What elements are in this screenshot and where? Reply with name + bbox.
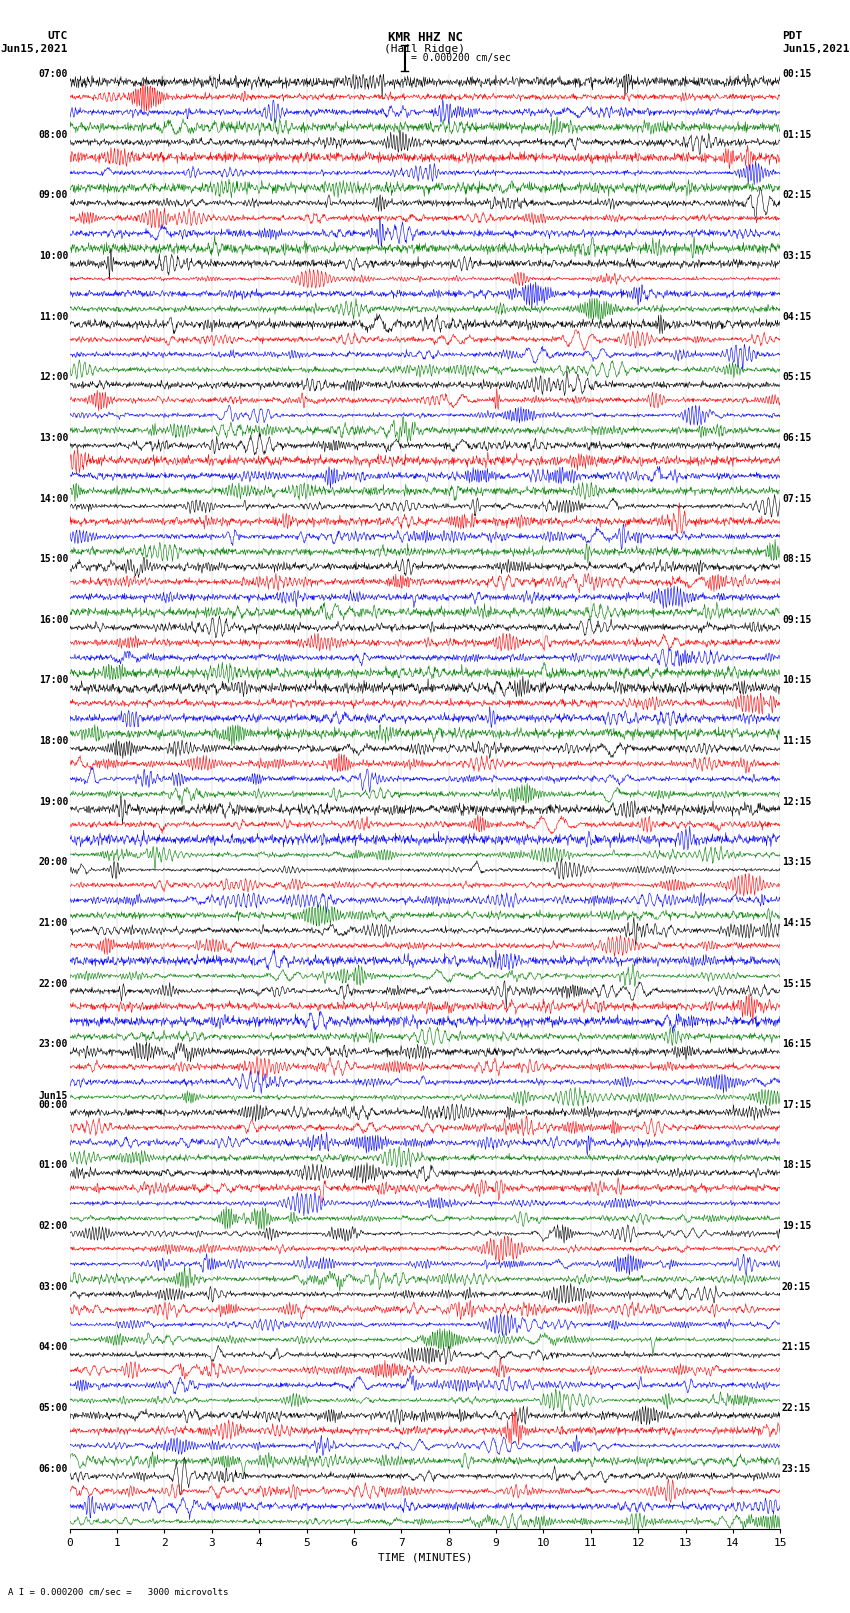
Text: 11:15: 11:15 <box>782 736 812 747</box>
Text: 16:00: 16:00 <box>38 615 68 624</box>
Text: (Hail Ridge): (Hail Ridge) <box>384 44 466 53</box>
Text: 09:15: 09:15 <box>782 615 812 624</box>
Text: A I = 0.000200 cm/sec =   3000 microvolts: A I = 0.000200 cm/sec = 3000 microvolts <box>8 1587 229 1597</box>
Text: 03:15: 03:15 <box>782 252 812 261</box>
Text: 10:00: 10:00 <box>38 252 68 261</box>
X-axis label: TIME (MINUTES): TIME (MINUTES) <box>377 1552 473 1563</box>
Text: 06:15: 06:15 <box>782 432 812 444</box>
Text: 19:15: 19:15 <box>782 1221 812 1231</box>
Text: = 0.000200 cm/sec: = 0.000200 cm/sec <box>411 53 511 63</box>
Text: 18:00: 18:00 <box>38 736 68 747</box>
Text: 04:00: 04:00 <box>38 1342 68 1352</box>
Text: PDT: PDT <box>782 31 802 40</box>
Text: 18:15: 18:15 <box>782 1160 812 1171</box>
Text: Jun15,2021: Jun15,2021 <box>1 44 68 53</box>
Text: 02:00: 02:00 <box>38 1221 68 1231</box>
Text: 14:15: 14:15 <box>782 918 812 927</box>
Text: 09:00: 09:00 <box>38 190 68 200</box>
Text: 15:15: 15:15 <box>782 979 812 989</box>
Text: 08:15: 08:15 <box>782 555 812 565</box>
Text: Jun15,2021: Jun15,2021 <box>782 44 849 53</box>
Text: 00:15: 00:15 <box>782 69 812 79</box>
Text: 01:15: 01:15 <box>782 129 812 140</box>
Text: 07:15: 07:15 <box>782 494 812 503</box>
Text: 05:00: 05:00 <box>38 1403 68 1413</box>
Text: 03:00: 03:00 <box>38 1282 68 1292</box>
Text: 02:15: 02:15 <box>782 190 812 200</box>
Text: 13:15: 13:15 <box>782 857 812 868</box>
Text: 23:00: 23:00 <box>38 1039 68 1048</box>
Text: 08:00: 08:00 <box>38 129 68 140</box>
Text: KMR HHZ NC: KMR HHZ NC <box>388 31 462 44</box>
Text: 16:15: 16:15 <box>782 1039 812 1048</box>
Text: 15:00: 15:00 <box>38 555 68 565</box>
Text: 12:15: 12:15 <box>782 797 812 806</box>
Text: 20:00: 20:00 <box>38 857 68 868</box>
Text: UTC: UTC <box>48 31 68 40</box>
Text: 11:00: 11:00 <box>38 311 68 321</box>
Text: 17:15: 17:15 <box>782 1100 812 1110</box>
Text: 04:15: 04:15 <box>782 311 812 321</box>
Text: 01:00: 01:00 <box>38 1160 68 1171</box>
Text: 05:15: 05:15 <box>782 373 812 382</box>
Text: 10:15: 10:15 <box>782 676 812 686</box>
Text: 21:15: 21:15 <box>782 1342 812 1352</box>
Text: 13:00: 13:00 <box>38 432 68 444</box>
Text: 19:00: 19:00 <box>38 797 68 806</box>
Text: 23:15: 23:15 <box>782 1463 812 1474</box>
Text: 00:00: 00:00 <box>38 1100 68 1110</box>
Text: 22:00: 22:00 <box>38 979 68 989</box>
Text: 20:15: 20:15 <box>782 1282 812 1292</box>
Text: 22:15: 22:15 <box>782 1403 812 1413</box>
Text: 12:00: 12:00 <box>38 373 68 382</box>
Text: 17:00: 17:00 <box>38 676 68 686</box>
Text: Jun15: Jun15 <box>38 1090 68 1100</box>
Text: 07:00: 07:00 <box>38 69 68 79</box>
Text: 21:00: 21:00 <box>38 918 68 927</box>
Text: 06:00: 06:00 <box>38 1463 68 1474</box>
Text: 14:00: 14:00 <box>38 494 68 503</box>
